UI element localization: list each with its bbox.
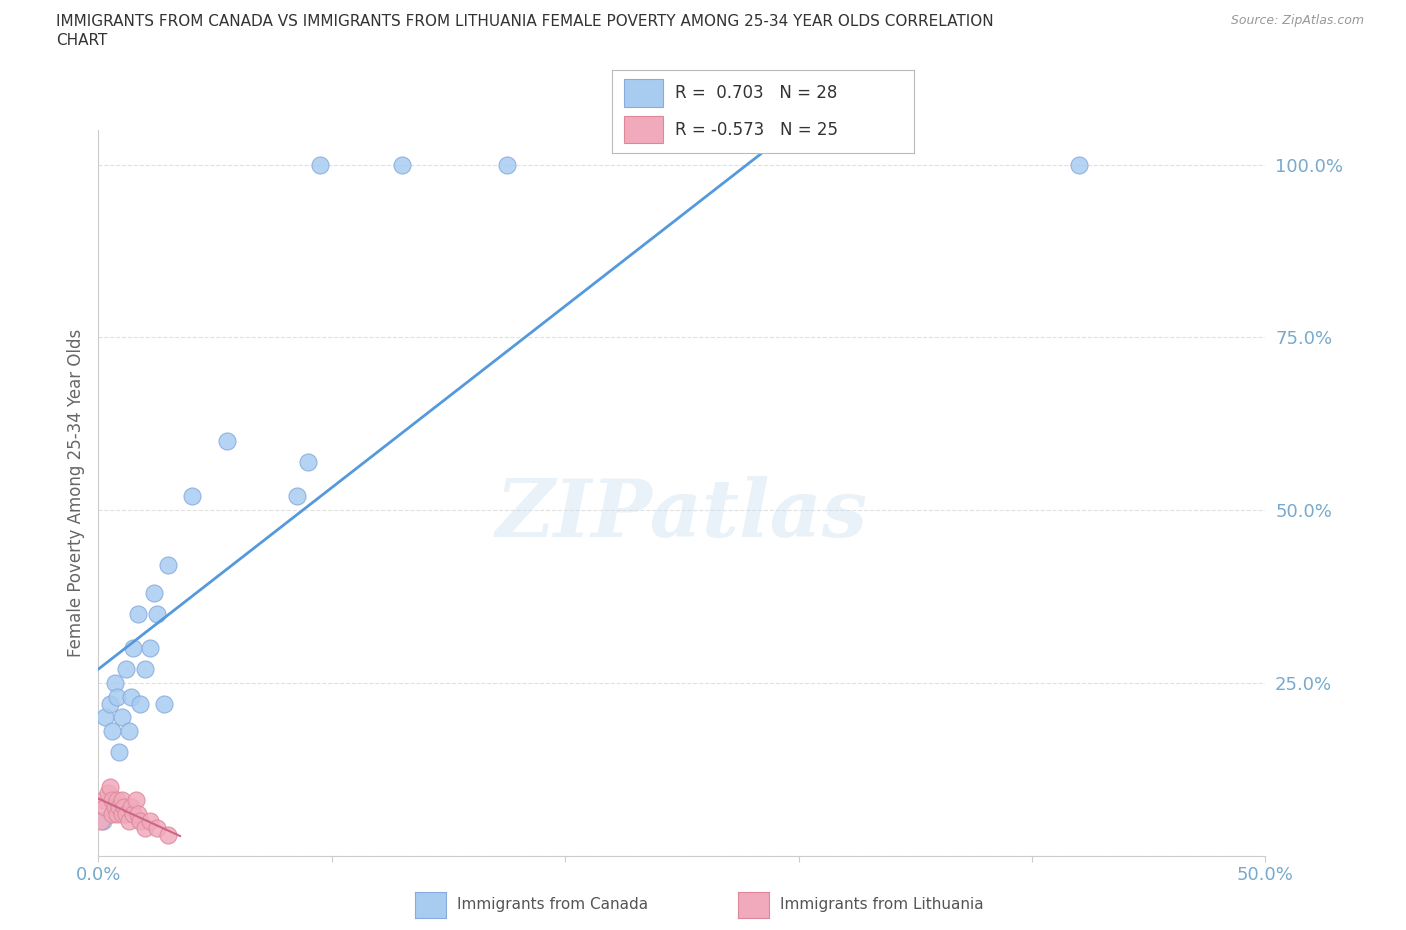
Point — [146, 606, 169, 621]
Point — [134, 661, 156, 676]
Point — [134, 820, 156, 835]
Point — [122, 806, 145, 821]
Point — [215, 433, 238, 448]
Point — [391, 157, 413, 172]
Point — [98, 779, 121, 794]
Point — [104, 800, 127, 815]
Point — [139, 814, 162, 829]
Point — [146, 820, 169, 835]
Point — [101, 793, 124, 808]
Point — [129, 814, 152, 829]
Point — [111, 710, 134, 724]
Point — [105, 793, 128, 808]
FancyBboxPatch shape — [624, 79, 664, 107]
Point — [105, 806, 128, 821]
Point — [120, 689, 142, 704]
Y-axis label: Female Poverty Among 25-34 Year Olds: Female Poverty Among 25-34 Year Olds — [66, 329, 84, 657]
Point — [120, 800, 142, 815]
Point — [105, 689, 128, 704]
Point — [115, 806, 138, 821]
Point — [129, 697, 152, 711]
Point — [125, 793, 148, 808]
Point — [101, 724, 124, 738]
Point — [111, 806, 134, 821]
Point — [90, 814, 112, 829]
Point — [101, 806, 124, 821]
Point — [98, 697, 121, 711]
Text: R = -0.573   N = 25: R = -0.573 N = 25 — [675, 121, 838, 139]
Point — [94, 800, 117, 815]
Point — [91, 793, 114, 808]
Point — [122, 641, 145, 656]
Point — [157, 558, 180, 573]
Point — [104, 675, 127, 690]
Point — [285, 489, 308, 504]
Point — [108, 745, 131, 760]
Point — [127, 806, 149, 821]
FancyBboxPatch shape — [624, 116, 664, 143]
Point — [108, 800, 131, 815]
Text: CHART: CHART — [56, 33, 108, 47]
Point — [94, 710, 117, 724]
Text: R =  0.703   N = 28: R = 0.703 N = 28 — [675, 84, 838, 101]
Point — [91, 814, 114, 829]
Point — [1067, 157, 1090, 172]
Point — [157, 828, 180, 843]
Point — [495, 157, 517, 172]
Point — [139, 641, 162, 656]
Point — [115, 661, 138, 676]
Text: Immigrants from Lithuania: Immigrants from Lithuania — [780, 897, 984, 912]
Point — [118, 814, 141, 829]
Point — [127, 606, 149, 621]
Text: IMMIGRANTS FROM CANADA VS IMMIGRANTS FROM LITHUANIA FEMALE POVERTY AMONG 25-34 Y: IMMIGRANTS FROM CANADA VS IMMIGRANTS FRO… — [56, 14, 994, 29]
Point — [112, 800, 135, 815]
Point — [309, 157, 332, 172]
Text: Immigrants from Canada: Immigrants from Canada — [457, 897, 648, 912]
Point — [118, 724, 141, 738]
Point — [97, 786, 120, 801]
Point — [297, 455, 319, 470]
Point — [152, 697, 174, 711]
Point — [111, 793, 134, 808]
Text: Source: ZipAtlas.com: Source: ZipAtlas.com — [1230, 14, 1364, 27]
Point — [180, 489, 202, 504]
Point — [143, 586, 166, 601]
Text: ZIPatlas: ZIPatlas — [496, 476, 868, 553]
